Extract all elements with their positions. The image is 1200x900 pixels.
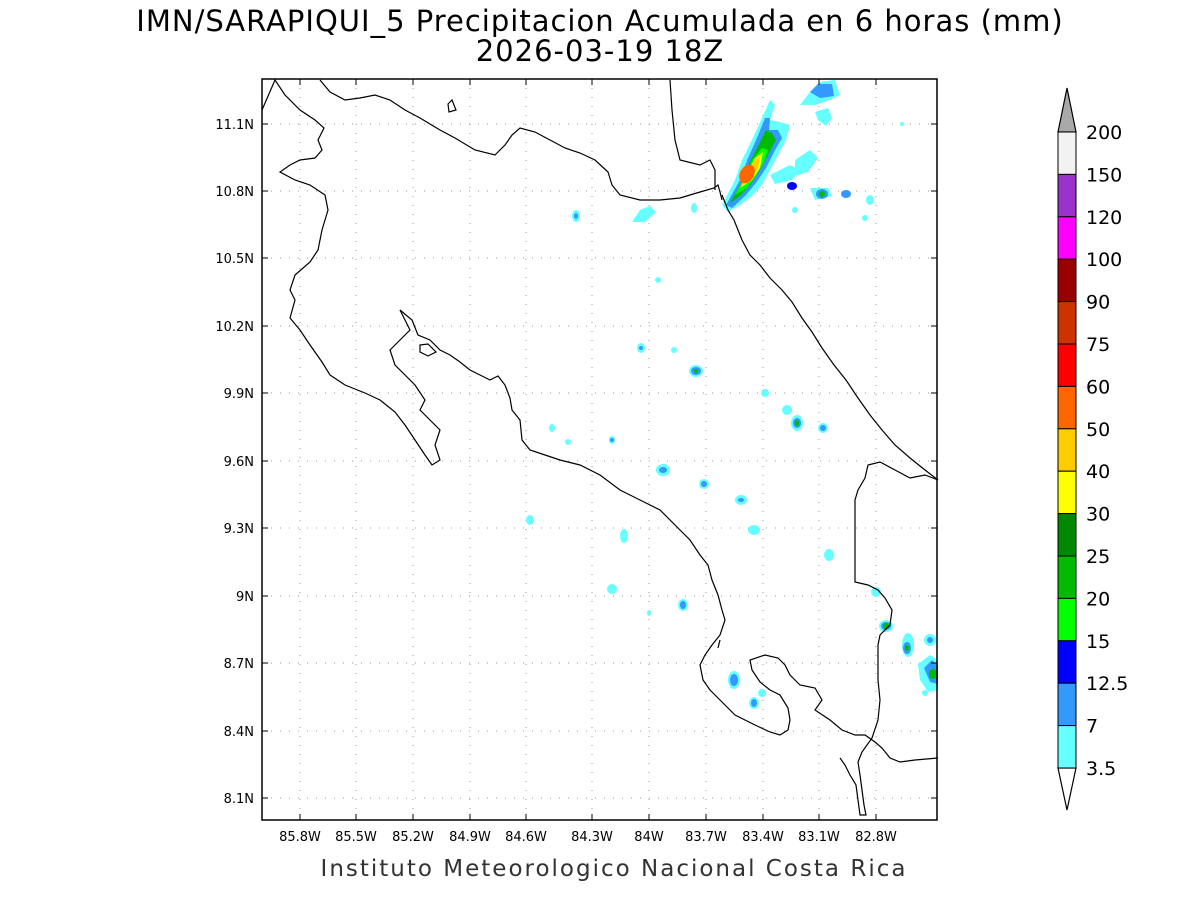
nicaragua-border bbox=[261, 78, 441, 466]
nicoya-inlet bbox=[419, 343, 438, 357]
lat-tick-label: 8.7N bbox=[224, 657, 254, 672]
lat-tick-label: 9N bbox=[236, 590, 254, 605]
coastlines-and-borders bbox=[261, 78, 939, 816]
lon-tick-label: 84.3W bbox=[571, 830, 613, 845]
san-juan-river bbox=[669, 79, 716, 190]
colorbar-label: 15 bbox=[1086, 631, 1110, 653]
lake-islet bbox=[447, 98, 457, 113]
gulf-nicoya-coast bbox=[399, 309, 939, 763]
colorbar-box bbox=[1057, 513, 1077, 557]
colorbar-label: 20 bbox=[1086, 588, 1110, 610]
colorbar-box bbox=[1057, 385, 1077, 430]
lat-tick-label: 9.3N bbox=[224, 522, 254, 537]
lon-tick-label: 84.6W bbox=[505, 830, 547, 845]
colorbar-label: 30 bbox=[1086, 504, 1110, 526]
precipitation-field bbox=[526, 80, 938, 709]
colorbar-box bbox=[1057, 301, 1077, 345]
precip-colorbar: 200 150 120 100 90 75 60 50 40 30 25 20 15 12.5 7 3.5 bbox=[1057, 87, 1128, 811]
map-date: 2026-03-19 18Z bbox=[475, 34, 725, 68]
lon-tick-label: 85.2W bbox=[392, 830, 434, 845]
colorbar-label: 150 bbox=[1086, 164, 1122, 186]
colorbar-bottom-arrow bbox=[1057, 767, 1077, 811]
lat-tick-label: 9.6N bbox=[224, 455, 254, 470]
colorbar-box bbox=[1057, 470, 1077, 515]
colorbar-box bbox=[1057, 343, 1077, 387]
colorbar-box bbox=[1057, 725, 1077, 769]
colorbar-label: 75 bbox=[1086, 334, 1110, 356]
colorbar-box bbox=[1057, 258, 1077, 303]
map-axes: 85.8W 85.5W 85.2W 84.9W 84.6W 84.3W 84W 83.7W 83… bbox=[215, 79, 937, 845]
lon-tick-label: 82.8W bbox=[855, 830, 897, 845]
lat-tick-label: 11.1N bbox=[215, 118, 254, 133]
colorbar-label: 50 bbox=[1086, 419, 1110, 441]
lon-tick-label: 83.1W bbox=[798, 830, 840, 845]
colorbar-label: 12.5 bbox=[1086, 673, 1128, 695]
nicaragua-lake-shore bbox=[319, 79, 723, 201]
colorbar-box bbox=[1057, 428, 1077, 472]
lon-tick-label: 83.4W bbox=[742, 830, 784, 845]
caribbean-coast bbox=[721, 194, 939, 481]
lon-tick-label: 85.5W bbox=[335, 830, 377, 845]
colorbar-label: 120 bbox=[1086, 207, 1122, 229]
colorbar-label: 25 bbox=[1086, 546, 1110, 568]
colorbar-top-arrow bbox=[1057, 87, 1077, 133]
precip-cluster-north bbox=[722, 80, 904, 221]
colorbar-label: 3.5 bbox=[1086, 758, 1116, 780]
colorbar-label: 200 bbox=[1086, 122, 1122, 144]
panama-border bbox=[839, 461, 939, 816]
colorbar-box bbox=[1057, 597, 1077, 642]
colorbar-box bbox=[1057, 640, 1077, 684]
precip-scattered-cells bbox=[526, 203, 938, 709]
colorbar-box bbox=[1057, 131, 1077, 175]
lat-tick-label: 10.8N bbox=[215, 185, 254, 200]
map-title: IMN/SARAPIQUI_5 Precipitacion Acumulada … bbox=[136, 4, 1064, 38]
burica-coast bbox=[717, 639, 721, 649]
map-grid bbox=[262, 79, 937, 820]
colorbar-label: 60 bbox=[1086, 376, 1110, 398]
lat-tick-label: 8.1N bbox=[224, 792, 254, 807]
lat-tick-label: 10.5N bbox=[215, 252, 254, 267]
lat-tick-label: 10.2N bbox=[215, 320, 254, 335]
colorbar-box bbox=[1057, 682, 1077, 727]
footer-credit: Instituto Meteorologico Nacional Costa R… bbox=[320, 856, 908, 882]
colorbar-label: 7 bbox=[1086, 716, 1098, 738]
colorbar-label: 90 bbox=[1086, 292, 1110, 314]
colorbar-box bbox=[1057, 216, 1077, 260]
map-frame bbox=[261, 78, 938, 821]
colorbar-label: 100 bbox=[1086, 249, 1122, 271]
lon-tick-label: 83.7W bbox=[685, 830, 727, 845]
lat-tick-label: 9.9N bbox=[224, 387, 254, 402]
colorbar-label: 40 bbox=[1086, 461, 1110, 483]
colorbar-box bbox=[1057, 173, 1077, 218]
lon-tick-label: 84.9W bbox=[449, 830, 491, 845]
colorbar-box bbox=[1057, 555, 1077, 599]
lat-tick-label: 8.4N bbox=[224, 725, 254, 740]
lon-tick-label: 85.8W bbox=[279, 830, 321, 845]
lon-tick-label: 84W bbox=[634, 830, 664, 845]
